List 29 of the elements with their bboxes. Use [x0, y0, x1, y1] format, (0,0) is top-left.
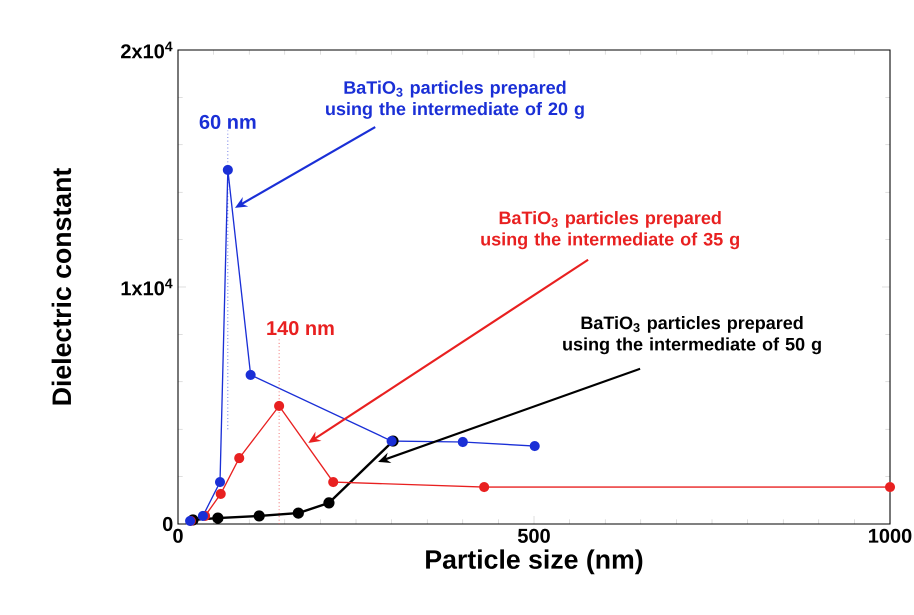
- point: [328, 476, 338, 488]
- y-tick-label: 2x10$^{4}$: [121, 42, 173, 58]
- point: [479, 482, 490, 492]
- ref-line-label: 60 nm: [200, 114, 256, 129]
- point: [234, 453, 244, 464]
- point: [254, 510, 265, 522]
- point: [216, 488, 226, 499]
- annotation: BaTiO$_{3}$ particles prepared using the intermediate of 50 g: [563, 316, 821, 354]
- x-axis-title: Particle size (nm): [426, 549, 642, 574]
- point: [214, 476, 226, 488]
- x-tick-label: 0: [173, 528, 183, 543]
- y-tick-label: 0: [162, 516, 172, 532]
- point: [530, 440, 540, 452]
- annotation: BaTiO$_{3}$ particles prepared using the intermediate of 35 g: [481, 211, 739, 250]
- point: [212, 512, 224, 524]
- x-tick-label: 500: [518, 528, 550, 543]
- point: [246, 370, 256, 380]
- ref-line-label: 140 nm: [267, 321, 334, 336]
- y-tick-label: 1x10$^{4}$: [122, 278, 173, 296]
- annotation: BaTiO$_{3}$ particles prepared using the intermediate of 20 g: [326, 80, 584, 119]
- point: [884, 482, 896, 492]
- point: [323, 497, 335, 509]
- point: [274, 400, 284, 412]
- point: [222, 164, 233, 175]
- point: [292, 508, 304, 519]
- point: [458, 436, 468, 448]
- y-axis-title: Dielectric constant: [52, 168, 72, 405]
- x-tick-label: 1000: [869, 528, 912, 543]
- point: [198, 510, 208, 522]
